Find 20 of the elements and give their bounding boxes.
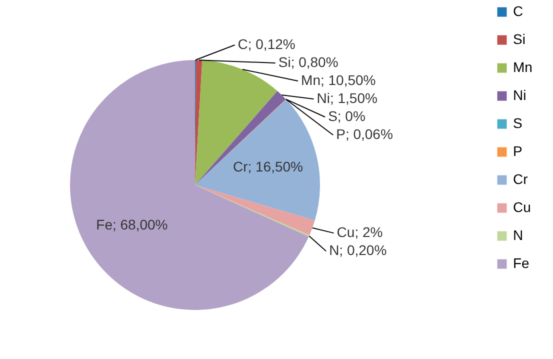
data-label: Cr; 16,50% [232,158,304,175]
data-label: C; 0,12% [238,36,296,52]
legend-label: C [513,3,524,19]
legend-label: Fe [513,255,530,271]
legend-label: Cu [513,199,531,215]
data-label: Fe; 68,00% [96,216,168,233]
legend-label: Cr [513,171,528,187]
legend-label: N [513,227,524,243]
data-label: Cu; 2% [336,224,383,240]
data-label: P; 0,06% [336,126,393,142]
data-label: N; 0,20% [329,242,387,258]
data-label: Si; 0,80% [278,54,338,70]
data-label: Mn; 10,50% [301,72,376,88]
legend-label: S [513,115,522,131]
legend-label: P [513,143,522,159]
legend-label: Mn [513,59,532,75]
data-label: Ni; 1,50% [316,90,378,106]
legend-label: Ni [513,87,526,103]
text: S; 0% [328,108,366,124]
legend-label: Si [513,31,526,47]
